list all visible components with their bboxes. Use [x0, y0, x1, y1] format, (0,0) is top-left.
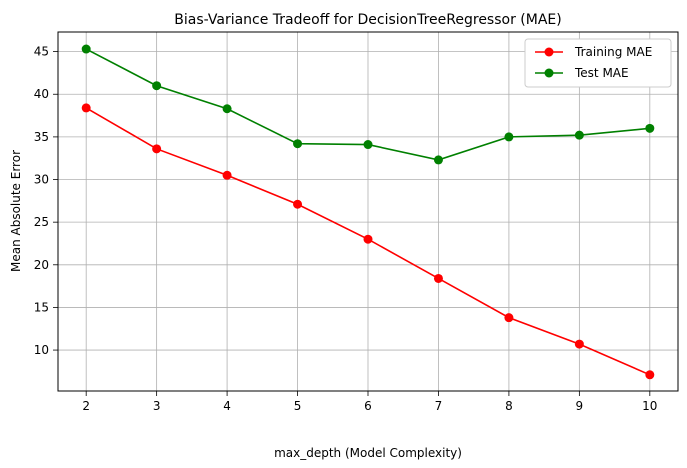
data-point-training	[222, 170, 232, 180]
data-point-training	[645, 370, 655, 380]
x-tick-label: 8	[505, 399, 513, 413]
y-tick-label: 15	[34, 300, 49, 314]
data-point-training	[574, 339, 584, 349]
legend: Training MAE Test MAE	[524, 38, 672, 88]
x-tick-label: 2	[82, 399, 90, 413]
y-tick-label: 30	[34, 173, 49, 187]
data-point-test	[293, 139, 303, 149]
data-point-test	[504, 132, 514, 142]
data-point-training	[504, 313, 514, 323]
x-tick-label: 7	[435, 399, 443, 413]
x-tick-label: 3	[153, 399, 161, 413]
x-tick-label: 4	[223, 399, 231, 413]
x-tick-label: 6	[364, 399, 372, 413]
chart-title: Bias-Variance Tradeoff for DecisionTreeR…	[174, 12, 561, 28]
x-tick-label: 9	[576, 399, 584, 413]
y-tick-label: 20	[34, 258, 49, 272]
y-tick-label: 35	[34, 130, 49, 144]
data-point-test	[645, 123, 655, 133]
legend-box	[524, 38, 672, 88]
data-point-test	[433, 155, 443, 165]
y-tick-label: 10	[34, 343, 49, 357]
data-point-training	[152, 144, 162, 154]
x-axis-label: max_depth (Model Complexity)	[274, 446, 462, 460]
x-tick-label: 5	[294, 399, 302, 413]
y-tick-label: 45	[34, 45, 49, 59]
legend-label-test: Test MAE	[574, 66, 629, 80]
data-point-test	[81, 44, 91, 54]
y-tick-label: 25	[34, 215, 49, 229]
data-point-training	[363, 234, 373, 244]
data-point-test	[152, 81, 162, 91]
data-point-training	[433, 273, 443, 283]
x-tick-label: 10	[642, 399, 657, 413]
legend-marker-training	[544, 47, 554, 57]
data-point-test	[222, 104, 232, 114]
y-axis-label: Mean Absolute Error	[9, 150, 23, 272]
legend-label-training: Training MAE	[574, 45, 652, 59]
grid-lines	[58, 32, 678, 391]
legend-marker-test	[544, 68, 554, 78]
data-point-test	[574, 130, 584, 140]
data-point-test	[363, 140, 373, 150]
data-point-training	[293, 199, 303, 209]
series-layer	[81, 44, 655, 380]
y-tick-label: 40	[34, 87, 49, 101]
data-point-training	[81, 103, 91, 113]
